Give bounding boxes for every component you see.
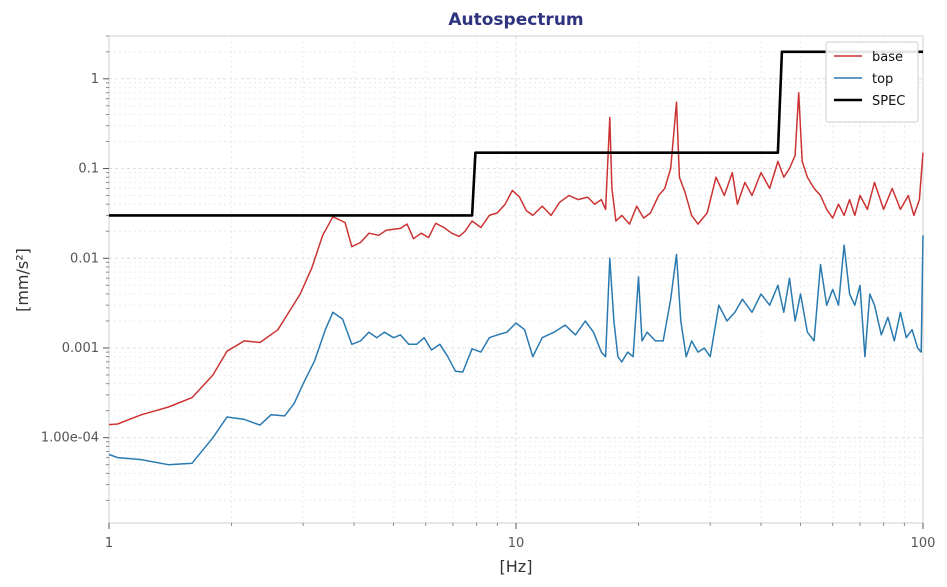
x-tick-label: 10 xyxy=(508,536,525,551)
y-tick-label: 1 xyxy=(91,72,99,87)
x-tick-label: 1 xyxy=(105,536,113,551)
y-axis-label: [mm/s²] xyxy=(13,248,32,312)
series-line-top xyxy=(108,235,924,466)
legend-label-spec: SPEC xyxy=(872,94,905,109)
x-tick-label: 100 xyxy=(911,536,936,551)
y-tick-label: 0.01 xyxy=(70,251,99,266)
y-tick-label: 0.1 xyxy=(78,162,99,177)
legend-label-top: top xyxy=(872,72,893,87)
axis-ticks: 1 10 100 1 0.1 0.01 0.001 1.00e-04 xyxy=(41,35,936,551)
chart-title: Autospectrum xyxy=(448,10,583,30)
legend-box xyxy=(825,41,919,123)
legend-label-base: base xyxy=(872,50,903,65)
series-lines xyxy=(108,50,924,466)
legend: base top SPEC xyxy=(825,41,919,123)
x-axis-label: [Hz] xyxy=(500,557,533,576)
series-line-spec xyxy=(109,50,923,217)
grid xyxy=(108,35,924,523)
y-tick-label: 0.001 xyxy=(62,341,99,356)
y-tick-label: 1.00e-04 xyxy=(41,431,99,446)
series-line-base xyxy=(108,91,924,426)
